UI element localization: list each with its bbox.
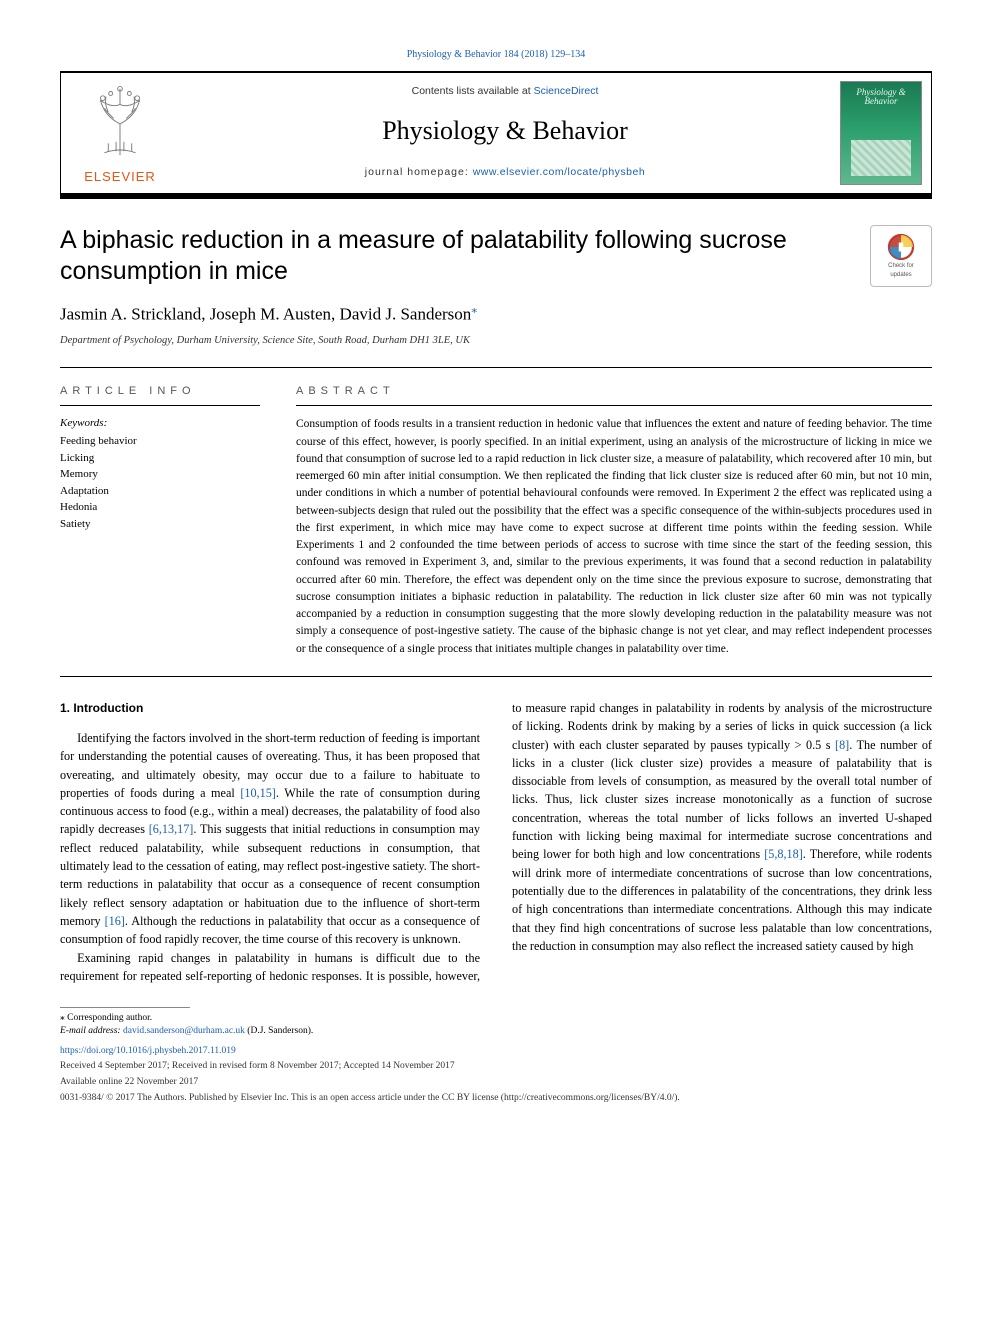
body-paragraph: Identifying the factors involved in the … [60, 729, 480, 949]
email-label: E-mail address: [60, 1026, 123, 1036]
article-info-block: ARTICLE INFO Keywords: Feeding behavior … [60, 376, 260, 658]
keyword-item: Hedonia [60, 499, 260, 516]
sciencedirect-link[interactable]: ScienceDirect [534, 85, 599, 97]
ref-link[interactable]: [6,13,17] [149, 822, 194, 836]
authors: Jasmin A. Strickland, Joseph M. Austen, … [60, 301, 932, 327]
abstract-block: ABSTRACT Consumption of foods results in… [296, 376, 932, 658]
ref-link[interactable]: [10,15] [240, 786, 276, 800]
elsevier-tree-icon [81, 81, 159, 159]
contents-line: Contents lists available at ScienceDirec… [412, 84, 599, 99]
keywords-head: Keywords: [60, 416, 260, 432]
affiliation: Department of Psychology, Durham Univers… [60, 333, 932, 348]
homepage-prefix: journal homepage: [365, 166, 473, 178]
doi-link[interactable]: https://doi.org/10.1016/j.physbeh.2017.1… [60, 1046, 236, 1056]
journal-cover-thumb: Physiology & Behavior [840, 81, 922, 185]
section-heading: 1. Introduction [60, 699, 480, 717]
homepage-link[interactable]: www.elsevier.com/locate/physbeh [473, 166, 646, 178]
email-line: E-mail address: david.sanderson@durham.a… [60, 1025, 932, 1038]
ref-link[interactable]: [16] [105, 914, 125, 928]
keyword-item: Adaptation [60, 483, 260, 500]
corresponding-marker: ⁎ [471, 302, 477, 316]
license-line: 0031-9384/ © 2017 The Authors. Published… [60, 1092, 932, 1106]
cover-title: Physiology & Behavior [841, 82, 921, 108]
email-suffix: (D.J. Sanderson). [245, 1026, 313, 1036]
citation-link[interactable]: Physiology & Behavior 184 (2018) 129–134 [407, 49, 586, 60]
keyword-item: Feeding behavior [60, 433, 260, 450]
keywords-list: Feeding behavior Licking Memory Adaptati… [60, 433, 260, 532]
received-line: Received 4 September 2017; Received in r… [60, 1060, 932, 1074]
divider-bottom [60, 676, 932, 677]
publisher-block: ELSEVIER [61, 73, 179, 193]
keyword-item: Satiety [60, 516, 260, 533]
email-link[interactable]: david.sanderson@durham.ac.uk [123, 1026, 245, 1036]
crossmark-icon [886, 232, 916, 262]
banner-center: Contents lists available at ScienceDirec… [179, 73, 831, 193]
check-updates-badge[interactable]: Check for updates [870, 225, 932, 287]
check-updates-l2: updates [890, 272, 911, 278]
cover-art [851, 140, 911, 176]
abstract-text: Consumption of foods results in a transi… [296, 416, 932, 658]
body-columns: 1. Introduction Identifying the factors … [60, 699, 932, 985]
keyword-item: Licking [60, 450, 260, 467]
available-line: Available online 22 November 2017 [60, 1076, 932, 1090]
publisher-name: ELSEVIER [84, 168, 156, 187]
cover-block: Physiology & Behavior [831, 73, 931, 193]
divider-top [60, 367, 932, 368]
article-info-label: ARTICLE INFO [60, 384, 260, 407]
check-updates-l1: Check for [888, 263, 914, 269]
author-names: Jasmin A. Strickland, Joseph M. Austen, … [60, 305, 471, 324]
keyword-item: Memory [60, 466, 260, 483]
journal-name: Physiology & Behavior [382, 112, 628, 150]
contents-prefix: Contents lists available at [412, 85, 534, 97]
article-title: A biphasic reduction in a measure of pal… [60, 225, 854, 288]
ref-link[interactable]: [8] [835, 738, 849, 752]
ref-link[interactable]: [5,8,18] [764, 847, 803, 861]
journal-citation: Physiology & Behavior 184 (2018) 129–134 [60, 48, 932, 63]
corresponding-note: ⁎ Corresponding author. [60, 1012, 932, 1025]
journal-banner: ELSEVIER Contents lists available at Sci… [60, 71, 932, 199]
homepage-line: journal homepage: www.elsevier.com/locat… [365, 165, 645, 180]
abstract-label: ABSTRACT [296, 384, 932, 407]
footnote-separator [60, 1007, 190, 1008]
